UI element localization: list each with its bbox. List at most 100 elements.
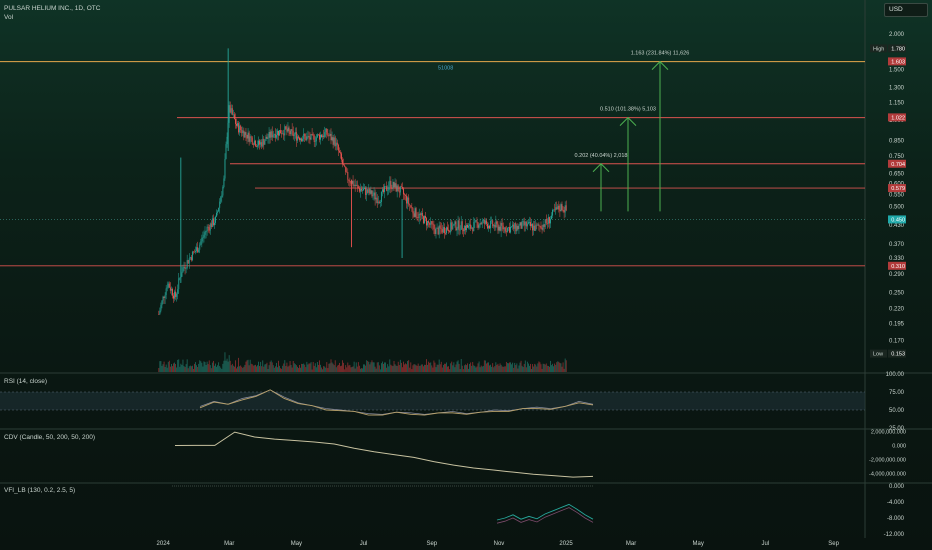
volume-bar — [427, 364, 429, 372]
volume-bar — [241, 366, 243, 372]
volume-bar — [562, 362, 564, 372]
volume-bar — [387, 364, 389, 372]
candle-body — [479, 223, 481, 226]
volume-bar — [299, 364, 300, 372]
volume-bar — [400, 362, 402, 372]
volume-bar — [326, 362, 328, 372]
volume-bar — [182, 359, 184, 372]
candle-body — [489, 225, 491, 229]
candle-body — [422, 216, 424, 224]
candle-body — [531, 224, 533, 227]
volume-bar — [449, 369, 451, 372]
volume-bar — [530, 363, 531, 372]
candle-body — [467, 225, 468, 228]
candle-body — [349, 180, 351, 183]
candle-body — [176, 293, 178, 297]
volume-bar — [487, 362, 488, 372]
volume-bar — [265, 364, 267, 372]
volume-bar — [234, 366, 235, 372]
volume-bar — [178, 359, 180, 372]
candle-body — [446, 227, 447, 234]
candle-body — [310, 134, 312, 140]
candle-body — [558, 205, 560, 210]
candle-body — [203, 234, 205, 238]
candle-body — [395, 183, 397, 192]
candle-body — [421, 212, 423, 217]
volume-bar — [273, 367, 275, 372]
volume-bar — [237, 366, 238, 372]
candle-body — [552, 209, 554, 216]
candle-body — [347, 172, 349, 180]
candle-body — [494, 224, 496, 228]
candle-body — [393, 181, 395, 188]
volume-bar — [209, 365, 211, 372]
volume-bar — [534, 363, 536, 372]
target-annotation: 0.510 (101.38%) 5,103 — [600, 107, 656, 113]
cdv-tick-label: -4,000,000.000 — [869, 472, 906, 478]
candle-body — [166, 287, 168, 289]
candle-body — [392, 181, 394, 189]
candle-body — [448, 229, 450, 232]
candle-body — [356, 184, 358, 187]
currency-button[interactable]: USD — [884, 3, 928, 17]
volume-bar — [166, 367, 168, 372]
volume-bar — [405, 363, 406, 372]
candle-body — [287, 127, 289, 132]
volume-bar — [272, 365, 274, 372]
volume-bar — [188, 366, 190, 372]
volume-bar — [298, 368, 299, 372]
price-axis-badge-value: 0.310 — [891, 264, 905, 270]
candle-body — [317, 134, 319, 135]
candle-body — [452, 225, 454, 230]
volume-bar — [524, 360, 526, 372]
candle-body — [399, 186, 401, 193]
rsi-pane-label: RSI (14, close) — [4, 378, 47, 385]
candle-body — [209, 223, 211, 231]
volume-bar — [459, 369, 461, 372]
candle-body — [490, 220, 492, 229]
candle-body — [226, 136, 228, 145]
volume-bar — [491, 366, 493, 372]
volume-bar — [228, 355, 230, 372]
candle-body — [401, 186, 403, 189]
volume-bar — [201, 362, 203, 372]
candle-body — [523, 221, 525, 226]
candle-body — [332, 137, 334, 145]
candle-body — [359, 189, 361, 192]
candle-body — [163, 296, 165, 298]
candle-body — [505, 231, 507, 233]
volume-bar — [550, 360, 551, 372]
candle-body — [371, 190, 373, 197]
time-axis-label: Jul — [360, 541, 368, 547]
candle-body — [197, 247, 199, 253]
candle-body — [194, 251, 195, 253]
candle-body — [344, 165, 346, 167]
volume-bar — [369, 364, 371, 372]
volume-bar — [472, 361, 474, 372]
volume-bar — [452, 365, 454, 372]
candle-body — [228, 105, 230, 123]
volume-bar — [373, 362, 375, 372]
volume-bar — [409, 367, 411, 372]
candle-body — [548, 217, 550, 224]
price-tick-label: 0.650 — [889, 172, 905, 178]
volume-bar — [512, 362, 514, 372]
rsi-line — [199, 389, 594, 416]
volume-bar — [238, 357, 240, 372]
volume-bar — [430, 362, 432, 372]
volume-bar — [270, 360, 272, 372]
price-tick-label: 0.170 — [889, 339, 905, 345]
volume-bar — [442, 364, 444, 372]
candle-body — [477, 222, 479, 228]
candle-body — [476, 220, 478, 223]
volume-bar — [243, 366, 245, 372]
candle-body — [273, 134, 275, 135]
candle-body — [258, 140, 260, 146]
rsi-tick-label: 25.00 — [889, 426, 905, 432]
volume-bar — [450, 363, 452, 372]
candle-body — [532, 224, 534, 231]
candle-body — [210, 223, 212, 227]
candle-body — [480, 223, 482, 225]
